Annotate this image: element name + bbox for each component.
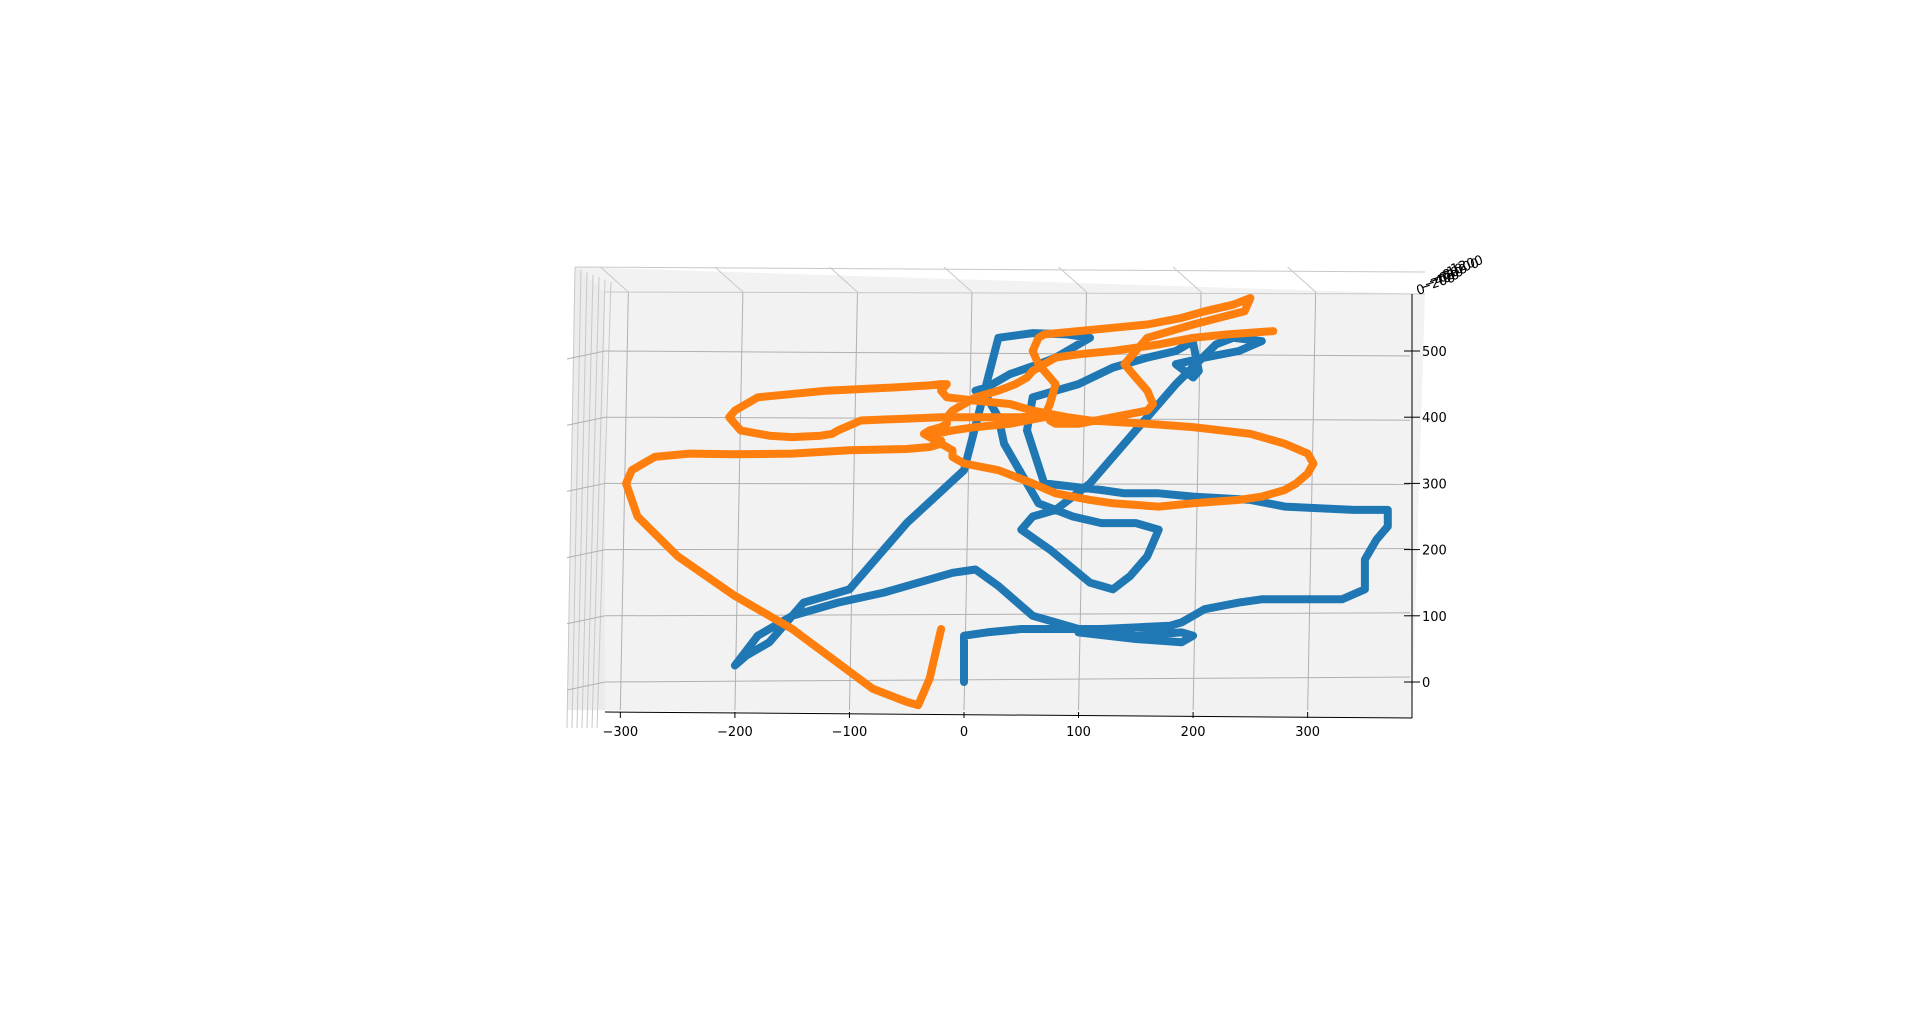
- z-grid-diag: [566, 416, 606, 426]
- z-grid-diag: [566, 482, 606, 492]
- x-grid-line: [734, 291, 744, 711]
- x-grid-diag: [1058, 266, 1087, 293]
- x-tick-label: −300: [602, 725, 638, 740]
- series-line-2: [622, 294, 1318, 710]
- z-grid-line: [604, 350, 1411, 357]
- depth-grid-line: [586, 276, 600, 729]
- x-tick-label: −100: [832, 725, 868, 740]
- z-tick-label: 500: [1422, 345, 1447, 360]
- x-grid-diag: [829, 266, 858, 293]
- z-tick-label: 400: [1422, 411, 1447, 426]
- depth-grid-line: [581, 274, 594, 729]
- x-grid-diag: [714, 266, 744, 293]
- tick-labels: −300 −200 −100 0 100 200 30001002003004005000−…: [602, 253, 1485, 740]
- z-grid-diag: [566, 615, 606, 625]
- depth-grid-line: [576, 271, 588, 729]
- x-axis-line: [604, 711, 1413, 719]
- z-grid-line: [604, 548, 1411, 551]
- z-tick-label: 100: [1422, 610, 1447, 625]
- depth-grid-line: [571, 269, 582, 729]
- x-tick-label: 300: [1295, 725, 1320, 740]
- top-edge: [574, 266, 1426, 273]
- depth-grid-line: [566, 266, 576, 729]
- z-grid-diag: [566, 681, 606, 691]
- z-grid-diag: [566, 549, 606, 559]
- z-grid-diag: [566, 350, 606, 360]
- z-tick-label: 200: [1422, 544, 1447, 559]
- series-line-1: [730, 329, 1392, 686]
- depth-grid-line: [591, 279, 606, 729]
- x-grid-line: [848, 291, 858, 711]
- x-tick-label: 100: [1066, 725, 1091, 740]
- x-grid-diag: [600, 266, 629, 293]
- x-tick-label: 0: [960, 725, 968, 740]
- x-tick-label: 200: [1181, 725, 1206, 740]
- z-grid-line: [604, 676, 1411, 683]
- top-edge-inner: [604, 291, 1426, 295]
- series-layer: [622, 294, 1392, 710]
- x-grid-line: [1307, 291, 1317, 711]
- grid-lines: [566, 266, 1426, 729]
- x-grid-line: [619, 291, 629, 711]
- z-tick-label: 0: [1422, 676, 1430, 691]
- z-tick-label: 300: [1422, 477, 1447, 492]
- x-tick-label: −200: [717, 725, 753, 740]
- depth-grid-line: [596, 281, 612, 729]
- x-grid-diag: [943, 266, 973, 293]
- z-grid-line: [604, 612, 1411, 617]
- x-grid-diag: [1172, 266, 1202, 293]
- axes: [604, 294, 1420, 719]
